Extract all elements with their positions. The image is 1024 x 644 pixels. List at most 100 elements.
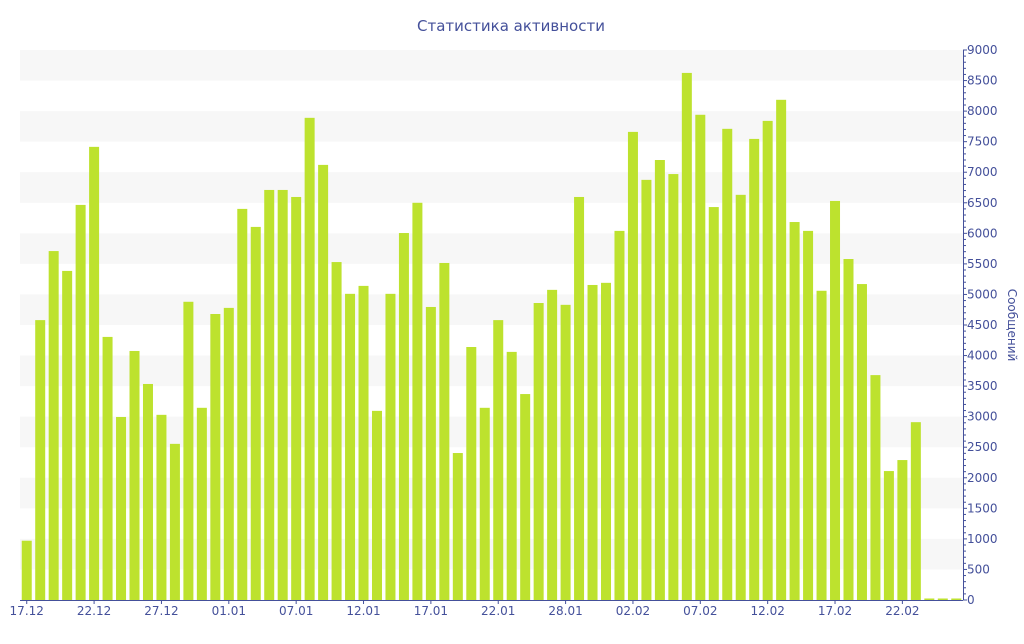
bar — [533, 303, 544, 600]
y-tick-label: 2500 — [967, 440, 998, 454]
bar — [183, 301, 194, 600]
bar — [142, 383, 153, 600]
bar — [830, 200, 841, 600]
y-tick-label: 500 — [967, 562, 990, 576]
bar — [304, 117, 315, 600]
bar — [843, 259, 854, 600]
axes: 0 500 1000 1500 2000 2500 3000 3500 4000 4500 5000… — [10, 43, 998, 618]
bar — [318, 164, 329, 600]
bar — [102, 336, 113, 600]
bar — [398, 233, 409, 600]
bar — [21, 540, 32, 600]
bar — [493, 320, 504, 600]
y-tick-label: 9000 — [967, 43, 998, 57]
x-tick-label: 01.01 — [212, 604, 246, 618]
y-tick-label: 7000 — [967, 165, 998, 179]
bar — [601, 282, 612, 600]
bar — [425, 306, 436, 600]
bar — [776, 99, 787, 601]
grid-band — [20, 172, 963, 203]
bar — [722, 128, 733, 601]
bar — [223, 307, 234, 600]
grid-band — [20, 233, 963, 264]
y-tick-label: 1500 — [967, 501, 998, 515]
bar — [48, 251, 59, 601]
y-tick-label: 2000 — [967, 471, 998, 485]
x-tick-label: 07.02 — [683, 604, 717, 618]
bar — [735, 194, 746, 601]
bar — [196, 407, 207, 600]
bar — [897, 460, 908, 600]
x-tick-label: 17.02 — [818, 604, 852, 618]
y-tick-label: 8000 — [967, 104, 998, 118]
bar — [345, 293, 356, 600]
y-tick-label: 4500 — [967, 318, 998, 332]
bar — [641, 179, 652, 600]
y-tick-label: 5500 — [967, 257, 998, 271]
bar — [574, 196, 585, 600]
bar — [452, 453, 463, 600]
bar — [924, 598, 935, 600]
bar — [479, 407, 490, 600]
bar — [439, 262, 450, 600]
y-axis-label: Сообщений — [1005, 289, 1019, 362]
x-tick-label: 02.02 — [616, 604, 650, 618]
bar — [547, 289, 558, 600]
bar — [89, 146, 100, 600]
bar — [910, 422, 921, 600]
bar — [412, 202, 423, 600]
bar — [237, 208, 248, 600]
chart-title: Статистика активности — [417, 17, 605, 35]
bar — [371, 410, 382, 600]
bar — [654, 160, 665, 600]
bar — [803, 230, 814, 600]
y-tick-label: 0 — [967, 593, 975, 607]
bar — [708, 207, 719, 601]
bar — [749, 138, 760, 600]
bar — [668, 174, 679, 601]
y-tick-label: 3000 — [967, 410, 998, 424]
bar — [129, 350, 140, 600]
bar — [277, 189, 288, 600]
x-tick-label: 22.01 — [481, 604, 515, 618]
bar — [169, 443, 180, 600]
bar — [62, 270, 73, 600]
x-tick-label: 12.01 — [346, 604, 380, 618]
bar — [75, 204, 86, 600]
y-tick-label: 4000 — [967, 349, 998, 363]
bar — [951, 598, 962, 600]
bar — [789, 222, 800, 600]
bar — [762, 120, 773, 600]
y-tick-label: 8500 — [967, 74, 998, 88]
grid-band — [20, 111, 963, 142]
bar — [506, 351, 517, 600]
bar — [560, 304, 571, 600]
bar — [856, 284, 867, 600]
y-tick-label: 7500 — [967, 135, 998, 149]
x-tick-label: 27.12 — [144, 604, 178, 618]
y-tick-label: 3500 — [967, 379, 998, 393]
bar — [210, 314, 221, 600]
y-tick-label: 6500 — [967, 196, 998, 210]
bar — [587, 284, 598, 600]
bar — [116, 416, 127, 600]
bar — [937, 598, 948, 600]
x-tick-label: 22.02 — [885, 604, 919, 618]
x-tick-label: 22.12 — [77, 604, 111, 618]
bar — [156, 414, 167, 600]
bar — [331, 262, 342, 600]
bars — [21, 72, 962, 601]
bar — [695, 114, 706, 601]
bar — [681, 72, 692, 600]
bar — [816, 290, 827, 600]
bar — [614, 230, 625, 600]
bar — [466, 347, 477, 600]
grid-band — [20, 50, 963, 81]
bar — [520, 394, 531, 600]
bar — [264, 189, 275, 600]
bar — [385, 293, 396, 600]
x-tick-label: 12.02 — [750, 604, 784, 618]
x-tick-label: 28.01 — [548, 604, 582, 618]
y-tick-label: 6000 — [967, 226, 998, 240]
